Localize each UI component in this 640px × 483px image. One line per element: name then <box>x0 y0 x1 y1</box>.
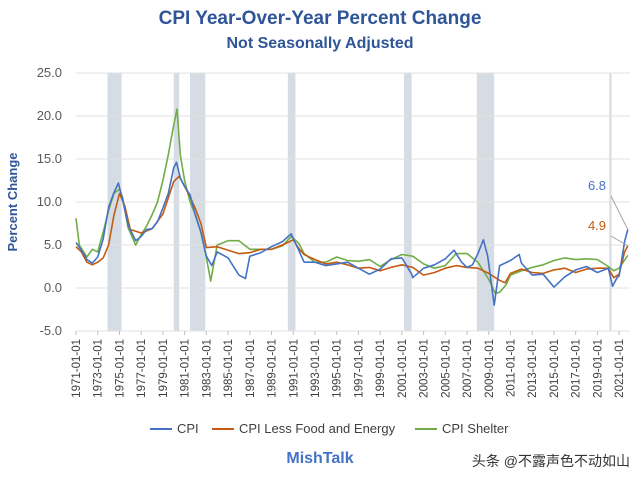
annotation-leader <box>610 195 629 230</box>
x-tick-label: 1995-01-01 <box>332 339 344 398</box>
x-tick-label: 2019-01-01 <box>592 339 604 398</box>
x-tick-label: 2013-01-01 <box>527 339 539 398</box>
chart-subtitle: Not Seasonally Adjusted <box>226 35 414 52</box>
chart-title: CPI Year-Over-Year Percent Change <box>158 8 482 29</box>
y-tick-label: -5.0 <box>40 323 62 338</box>
x-tick-label: 2011-01-01 <box>506 339 518 397</box>
legend-label: CPI Less Food and Energy <box>239 421 396 436</box>
x-tick-label: 1993-01-01 <box>310 339 322 398</box>
x-tick-label: 1977-01-01 <box>136 339 148 398</box>
x-tick-label: 1991-01-01 <box>288 339 300 398</box>
watermark: 头条 @不露声色不动如山 <box>471 453 630 469</box>
source-label: MishTalk <box>286 450 354 467</box>
series-line-cpi-less-food-and-energy <box>75 175 629 284</box>
x-tick-label: 1985-01-01 <box>223 339 235 398</box>
x-tick-label: 1979-01-01 <box>158 339 170 398</box>
x-tick-label: 1983-01-01 <box>201 339 213 398</box>
x-tick-label: 1989-01-01 <box>267 339 279 398</box>
series-line-cpi <box>75 161 629 306</box>
x-tick-label: 2009-01-01 <box>484 339 496 398</box>
x-tick-label: 1975-01-01 <box>114 339 126 398</box>
x-tick-label: 1997-01-01 <box>353 339 365 398</box>
y-tick-label: 20.0 <box>37 108 62 123</box>
annotation-leader <box>610 235 629 247</box>
x-tick-label: 2017-01-01 <box>571 339 583 398</box>
x-tick-label: 1987-01-01 <box>245 339 257 398</box>
y-tick-label: 25.0 <box>37 65 62 80</box>
series-line-cpi-shelter <box>75 108 629 294</box>
annotation-label: 4.9 <box>588 218 606 233</box>
legend-label: CPI Shelter <box>442 421 509 436</box>
y-tick-label: 15.0 <box>37 151 62 166</box>
x-tick-label: 1981-01-01 <box>180 339 192 398</box>
x-tick-label: 1973-01-01 <box>93 339 105 398</box>
x-tick-label: 2015-01-01 <box>549 339 561 398</box>
y-tick-label: 0.0 <box>44 280 62 295</box>
x-tick-label: 2005-01-01 <box>440 339 452 398</box>
x-tick-label: 2021-01-01 <box>614 339 626 398</box>
legend-label: CPI <box>177 421 199 436</box>
y-axis-title: Percent Change <box>5 153 20 252</box>
x-tick-label: 2001-01-01 <box>397 339 409 398</box>
y-tick-label: 5.0 <box>44 237 62 252</box>
y-tick-label: 10.0 <box>37 194 62 209</box>
x-tick-label: 2003-01-01 <box>419 339 431 398</box>
x-tick-label: 2007-01-01 <box>462 339 474 398</box>
x-tick-label: 1971-01-01 <box>71 339 83 398</box>
annotation-label: 6.8 <box>588 178 606 193</box>
x-tick-label: 1999-01-01 <box>375 339 387 398</box>
